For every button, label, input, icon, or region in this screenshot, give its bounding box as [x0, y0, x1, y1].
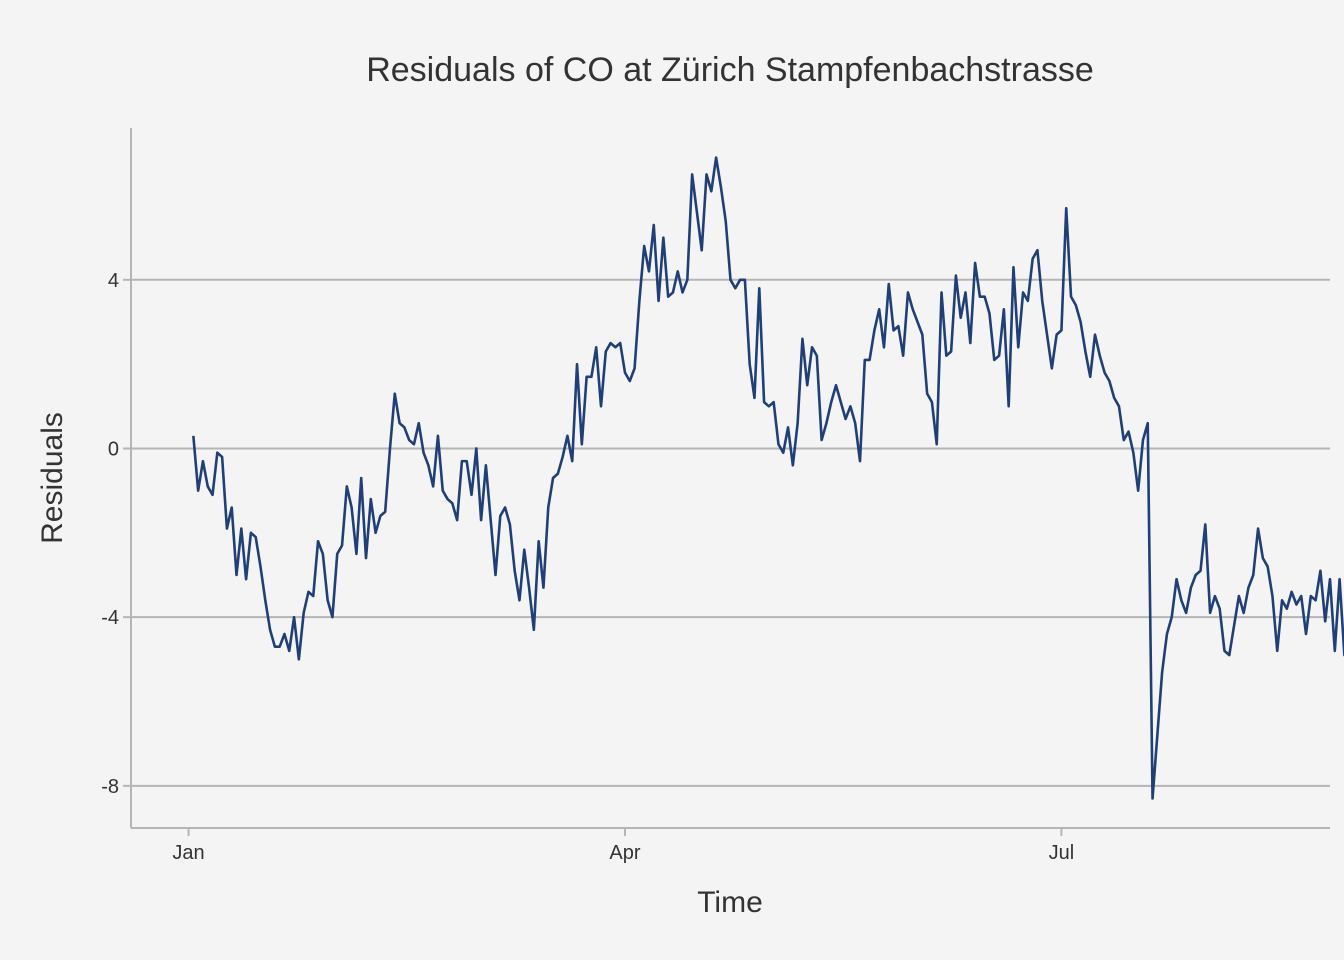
x-tick-label-2: Jul: [1049, 842, 1075, 864]
y-axis-title: Residuals: [36, 412, 69, 544]
y-tick-label-2: -4: [101, 607, 119, 629]
y-tick-label-1: 0: [108, 438, 119, 460]
x-tick-label-0: Jan: [172, 842, 204, 864]
y-tick-label-3: -8: [101, 776, 119, 798]
y-tick-label-0: 4: [108, 270, 119, 292]
x-axis-title: Time: [697, 886, 763, 919]
x-tick-label-1: Apr: [609, 842, 640, 864]
chart-title: Residuals of CO at Zürich Stampfenbachst…: [366, 51, 1094, 89]
residuals-series-line: [192, 156, 1344, 800]
y-axis-ticks: 4 0 -4 -8: [101, 270, 131, 798]
x-axis-ticks: Jan Apr Jul: [172, 828, 1074, 864]
